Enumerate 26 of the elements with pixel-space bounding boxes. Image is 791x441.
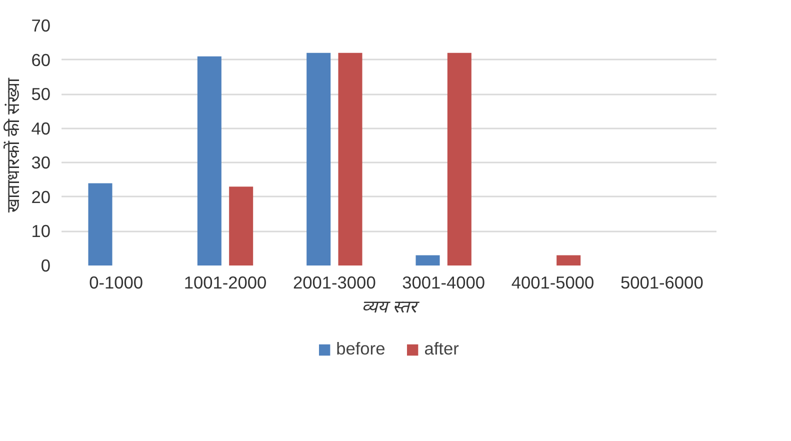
y-tick-label: 70 bbox=[31, 16, 51, 36]
bar bbox=[447, 52, 472, 266]
x-tick-label: 0-1000 bbox=[89, 272, 144, 292]
bar bbox=[556, 255, 581, 266]
x-tick-label: 5001-6000 bbox=[620, 272, 704, 292]
x-tick-label: 4001-5000 bbox=[511, 272, 594, 292]
x-tick-label: 2001-3000 bbox=[292, 272, 376, 292]
legend-label: before bbox=[336, 338, 386, 360]
bar bbox=[88, 183, 112, 266]
y-tick-label: 0 bbox=[40, 256, 51, 276]
x-tick-label: 1001-2000 bbox=[184, 272, 267, 292]
y-tick-label: 40 bbox=[31, 118, 51, 138]
y-axis-title: खाताधारकों की संख्या bbox=[3, 78, 24, 212]
y-tick-label: 60 bbox=[31, 50, 51, 70]
y-tick-label: 10 bbox=[31, 221, 51, 242]
x-axis-title: व्यय स्तर bbox=[362, 296, 420, 316]
bar bbox=[416, 255, 440, 266]
bar bbox=[229, 186, 254, 266]
y-tick-label: 30 bbox=[31, 152, 51, 173]
y-tick-label: 50 bbox=[31, 84, 51, 104]
bar bbox=[338, 52, 362, 266]
legend-label: after bbox=[424, 338, 459, 360]
x-tick-label: 3001-4000 bbox=[402, 272, 486, 292]
y-tick-label: 20 bbox=[31, 186, 51, 207]
bar bbox=[306, 52, 331, 266]
bar bbox=[197, 56, 222, 266]
